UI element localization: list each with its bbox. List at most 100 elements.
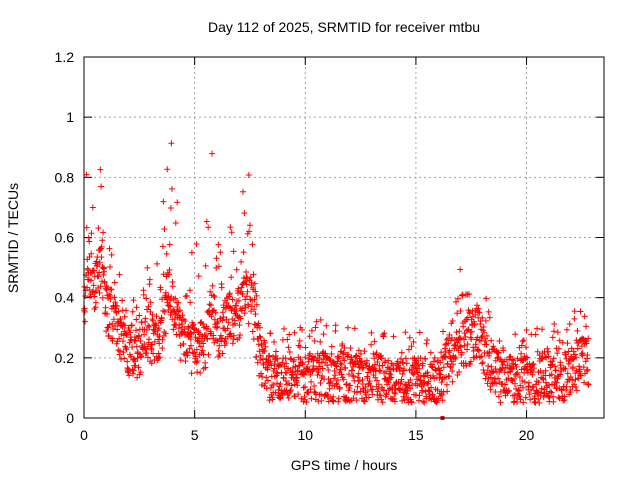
data-point (511, 380, 518, 387)
data-point (583, 323, 590, 330)
data-point (138, 353, 145, 360)
data-point (512, 361, 519, 368)
data-point (421, 373, 428, 380)
data-point (478, 334, 485, 341)
data-point (401, 397, 408, 404)
data-point (563, 383, 570, 390)
data-point (257, 352, 264, 359)
data-point (216, 352, 223, 359)
data-point (98, 243, 105, 250)
data-point (272, 348, 279, 355)
data-point (150, 350, 157, 357)
data-point (510, 357, 517, 364)
data-point (573, 354, 580, 361)
data-point (153, 322, 160, 329)
data-point (489, 369, 496, 376)
axis-ticks: 0 0.2 0.4 0.6 0.8 1 1.2 0 5 10 15 20 (55, 49, 604, 443)
data-point (516, 393, 523, 400)
data-point (495, 375, 502, 382)
data-point (327, 378, 334, 385)
data-point (571, 308, 578, 315)
data-point (128, 322, 135, 329)
data-point (319, 373, 326, 380)
data-point (416, 392, 423, 399)
data-point (535, 396, 542, 403)
data-point (183, 348, 190, 355)
data-point (518, 350, 525, 357)
data-point (137, 369, 144, 376)
data-point (258, 341, 265, 348)
data-point (287, 387, 294, 394)
data-point (287, 355, 294, 362)
data-point (447, 364, 454, 371)
data-point (550, 393, 557, 400)
data-point (264, 366, 271, 373)
data-point (570, 363, 577, 370)
data-point (576, 366, 583, 373)
data-point (149, 311, 156, 318)
data-point (91, 293, 98, 300)
data-point (416, 365, 423, 372)
data-point (149, 341, 156, 348)
data-point (170, 326, 177, 333)
data-point (577, 308, 584, 315)
data-point (442, 354, 449, 361)
data-point (192, 353, 199, 360)
data-point (440, 388, 447, 395)
data-point (149, 317, 156, 324)
data-point (531, 365, 538, 372)
data-point (214, 323, 221, 330)
data-point (137, 337, 144, 344)
data-point (135, 364, 142, 371)
data-point (228, 229, 235, 236)
data-point (116, 348, 123, 355)
data-point (574, 345, 581, 352)
data-point (165, 307, 172, 314)
data-point (274, 380, 281, 387)
data-point (440, 328, 447, 335)
data-point (349, 367, 356, 374)
data-point (166, 267, 173, 274)
data-point (462, 360, 469, 367)
data-point (519, 338, 526, 345)
data-point (233, 308, 240, 315)
data-point (464, 341, 471, 348)
data-point (95, 225, 102, 232)
data-point (142, 315, 149, 322)
data-point (275, 386, 282, 393)
data-point (391, 389, 398, 396)
data-point (146, 276, 153, 283)
data-point (349, 372, 356, 379)
data-point (538, 356, 545, 363)
data-point (308, 327, 315, 334)
data-point (174, 304, 181, 311)
data-point (290, 358, 297, 365)
data-point (449, 318, 456, 325)
data-point (285, 344, 292, 351)
data-point (462, 333, 469, 340)
y-tick-label: 0 (66, 410, 74, 426)
y-tick-label: 0.4 (55, 290, 75, 306)
data-point (364, 388, 371, 395)
data-point (258, 370, 265, 377)
data-point (233, 302, 240, 309)
data-point (246, 228, 253, 235)
data-point (280, 325, 287, 332)
data-point (189, 322, 196, 329)
data-point (442, 341, 449, 348)
data-point (464, 314, 471, 321)
data-point (193, 241, 200, 248)
data-point (226, 291, 233, 298)
data-point (244, 288, 251, 295)
data-point (332, 372, 339, 379)
data-point (173, 331, 180, 338)
data-point (564, 370, 571, 377)
data-point (557, 371, 564, 378)
data-point (278, 390, 285, 397)
data-point (439, 397, 446, 404)
data-point (509, 356, 516, 363)
data-point (237, 331, 243, 338)
data-point (547, 388, 554, 395)
data-point (417, 376, 424, 383)
data-point (292, 363, 299, 370)
